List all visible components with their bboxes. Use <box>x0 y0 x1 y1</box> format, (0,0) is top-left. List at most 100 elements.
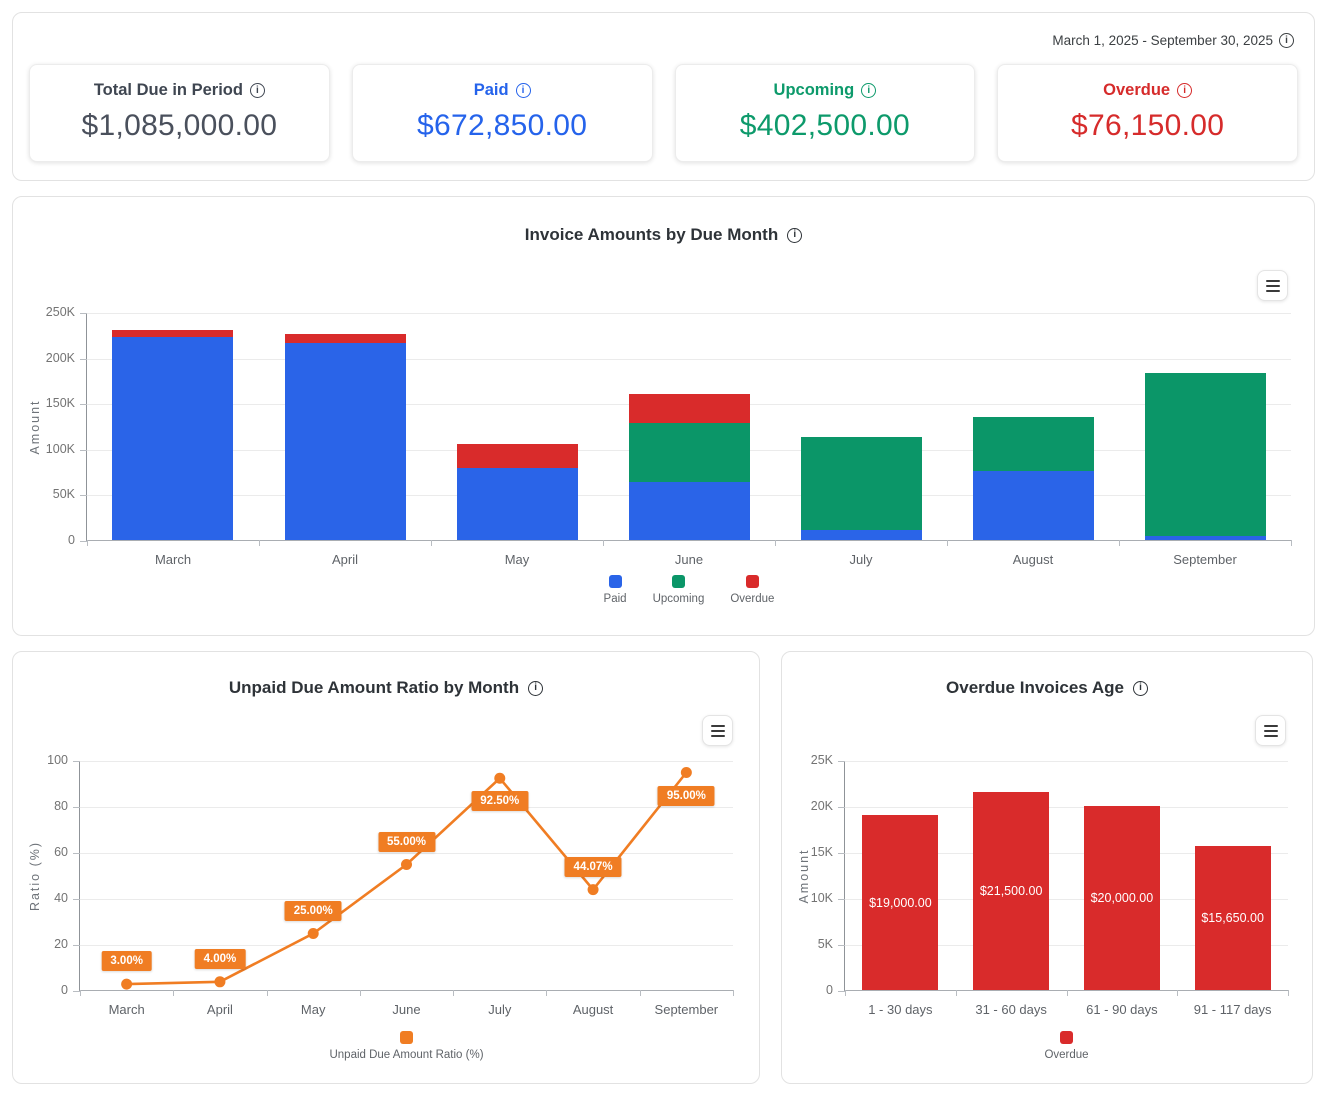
y-axis-tick <box>80 541 87 542</box>
bar-value-label: $21,500.00 <box>979 884 1043 899</box>
y-axis-label: 20K <box>810 799 833 813</box>
x-axis-tick <box>266 990 268 996</box>
data-point[interactable] <box>214 976 226 988</box>
card-label-row: Paid <box>363 81 642 100</box>
bar-value-label: $19,000.00 <box>869 895 932 910</box>
x-axis-tick <box>1177 990 1179 996</box>
x-axis-tick <box>259 540 260 546</box>
info-icon[interactable] <box>528 680 544 696</box>
y-axis-label: 0 <box>61 983 68 997</box>
x-axis-label: March <box>108 1002 145 1017</box>
gridline <box>845 899 1288 900</box>
chart-title-row: Overdue Invoices Age <box>792 678 1302 698</box>
chart-menu-button[interactable] <box>1257 270 1288 301</box>
info-icon[interactable] <box>861 83 877 98</box>
bar-segment-paid[interactable] <box>972 470 1094 540</box>
bar-segment-overdue[interactable] <box>284 333 406 344</box>
y-axis-label: 15K <box>810 845 833 859</box>
info-icon[interactable] <box>787 227 803 243</box>
total-due-value: $1,085,000.00 <box>81 109 278 142</box>
x-axis-tick <box>87 540 88 546</box>
legend-item-upcoming[interactable]: Upcoming <box>652 575 705 605</box>
plot-area: 1 - 30 days 31 - 60 days 61 - 90 days 91 - … <box>838 761 1289 1061</box>
upcoming-value: $402,500.00 <box>739 109 910 142</box>
legend-item-overdue[interactable]: Overdue <box>730 575 774 605</box>
bar-segment-overdue[interactable] <box>456 444 578 469</box>
bar-segment-paid[interactable] <box>800 529 922 540</box>
y-axis-tick <box>80 449 87 451</box>
data-point[interactable] <box>121 978 133 990</box>
invoice-amounts-chart: March April May June July August September Paid… <box>23 305 1304 623</box>
legend-item-overdue[interactable]: Overdue <box>1044 1031 1089 1061</box>
total-due-card: Total Due in Period $1,085,000.00 <box>29 64 330 162</box>
info-icon[interactable] <box>1177 83 1193 98</box>
data-point[interactable] <box>680 767 692 778</box>
legend-item-paid[interactable]: Paid <box>604 575 627 605</box>
point-value-label: 95.00% <box>657 785 715 806</box>
bar-segment-overdue[interactable] <box>1083 806 1160 990</box>
y-axis-label: 60 <box>54 845 68 859</box>
bottom-row: Unpaid Due Amount Ratio by Month March Ap… <box>12 651 1315 1084</box>
bar-segment-upcoming[interactable] <box>972 416 1094 471</box>
kpi-cards-row: Total Due in Period $1,085,000.00 Paid $… <box>29 64 1298 162</box>
plot-area: March April May June July August September Paid… <box>80 313 1292 605</box>
paid-label: Paid <box>473 81 509 99</box>
bar-segment-overdue[interactable] <box>628 393 750 424</box>
legend-label: Upcoming <box>652 593 705 605</box>
gridline <box>845 761 1288 762</box>
card-label-row: Total Due in Period <box>40 81 319 100</box>
x-axis-label: 61 - 90 days <box>1086 1002 1158 1017</box>
chart-menu-button[interactable] <box>1255 715 1286 746</box>
bar-segment-paid[interactable] <box>1144 536 1266 540</box>
chart-title: Invoice Amounts by Due Month <box>524 225 779 244</box>
bar-segment-paid[interactable] <box>456 468 578 540</box>
bar-segment-upcoming[interactable] <box>1144 373 1266 537</box>
info-icon[interactable] <box>1279 33 1294 48</box>
info-icon[interactable] <box>1132 680 1148 696</box>
bar-segment-overdue[interactable] <box>862 815 939 990</box>
y-axis-label: 0 <box>826 983 833 997</box>
x-axis-label: April <box>206 1002 233 1017</box>
x-axis-label: September <box>1173 552 1237 567</box>
point-value-label: 92.50% <box>471 791 529 812</box>
x-axis-label: 31 - 60 days <box>975 1002 1047 1017</box>
x-axis-tick <box>546 990 548 996</box>
legend: Overdue <box>845 1031 1288 1061</box>
bar-segment-upcoming[interactable] <box>800 437 922 530</box>
y-axis-title: Amount <box>797 848 811 904</box>
y-axis-tick <box>73 761 80 762</box>
y-axis-tick <box>80 495 87 497</box>
legend-label: Overdue <box>1044 1049 1089 1061</box>
bar-segment-paid[interactable] <box>284 343 406 540</box>
bar-segment-overdue[interactable] <box>112 330 234 338</box>
x-axis-label: May <box>504 552 530 567</box>
data-point[interactable] <box>494 772 506 784</box>
bar-segment-paid[interactable] <box>628 481 750 540</box>
legend-item-unpaid-due-amount-ratio[interactable]: Unpaid Due Amount Ratio (%) <box>329 1031 484 1061</box>
info-icon[interactable] <box>249 83 265 98</box>
data-point[interactable] <box>587 884 599 896</box>
chart-title-row: Unpaid Due Amount Ratio by Month <box>23 678 749 698</box>
bar-segment-overdue[interactable] <box>1194 846 1271 990</box>
bar-segment-upcoming[interactable] <box>628 423 750 482</box>
legend-swatch <box>671 575 685 588</box>
gridline <box>845 807 1288 808</box>
data-point[interactable] <box>307 928 319 939</box>
x-axis-tick <box>775 540 776 546</box>
date-range-row: March 1, 2025 - September 30, 2025 <box>29 27 1298 48</box>
line-series-unpaid-due-amount-ratio <box>121 767 692 990</box>
invoice-amounts-panel: Invoice Amounts by Due Month MarchAprilM… <box>12 196 1315 636</box>
y-axis-tick <box>73 945 80 946</box>
gridline <box>80 761 733 762</box>
data-point[interactable] <box>401 859 412 870</box>
point-value-label: 4.00% <box>194 948 246 969</box>
bar-segment-overdue[interactable] <box>973 792 1050 990</box>
y-axis-label: 25K <box>810 753 833 767</box>
x-axis-tick <box>955 990 957 996</box>
upcoming-label: Upcoming <box>773 81 855 99</box>
summary-panel: March 1, 2025 - September 30, 2025 Total… <box>12 12 1315 181</box>
info-icon[interactable] <box>515 83 531 98</box>
x-axis-label: July <box>849 552 873 567</box>
bar-segment-paid[interactable] <box>112 337 234 540</box>
chart-menu-button[interactable] <box>702 715 733 746</box>
